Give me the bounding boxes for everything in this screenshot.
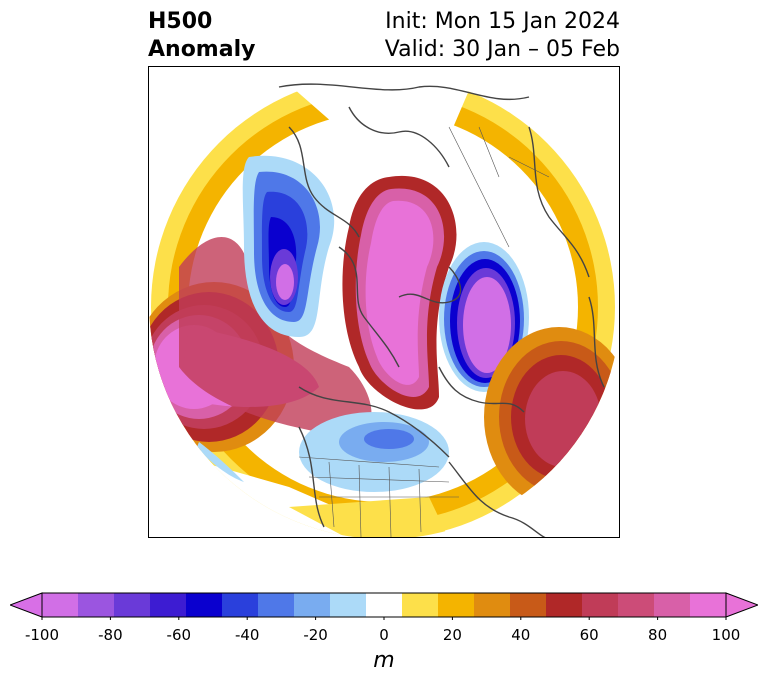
colorbar-segment <box>618 593 655 617</box>
init-time: Init: Mon 15 Jan 2024 <box>385 9 620 34</box>
colorbar <box>10 592 758 620</box>
field-name: Anomaly <box>148 37 256 62</box>
country-borders <box>298 126 550 537</box>
colorbar-segment <box>402 593 439 617</box>
valid-time: Valid: 30 Jan – 05 Feb <box>384 37 620 62</box>
anomaly-map-svg <box>149 67 619 537</box>
anomaly-fill <box>149 67 619 537</box>
colorbar-segment <box>474 593 511 617</box>
anomaly-map <box>148 66 620 538</box>
colorbar-tick-label: 20 <box>442 626 462 644</box>
colorbar-segment <box>438 593 475 617</box>
colorbar-segment <box>294 593 331 617</box>
colorbar-segment <box>186 593 223 617</box>
plot-title-right: Init: Mon 15 Jan 2024 Valid: 30 Jan – 05… <box>300 8 620 64</box>
colorbar-segment <box>258 593 295 617</box>
colorbar-tick-label: 0 <box>379 626 389 644</box>
colorbar-segment <box>546 593 583 617</box>
colorbar-segment <box>222 593 259 617</box>
colorbar-unit-label: m <box>373 648 395 673</box>
colorbar-tick-label: 60 <box>579 626 599 644</box>
colorbar-tick-label: -40 <box>234 626 260 644</box>
colorbar-over-arrow <box>725 592 758 618</box>
plot-title-left: H500 Anomaly <box>148 8 255 64</box>
colorbar-segment <box>330 593 367 617</box>
variable-name: H500 <box>148 9 213 34</box>
colorbar-segment <box>366 593 403 617</box>
colorbar-segment <box>582 593 619 617</box>
colorbar-segment <box>150 593 187 617</box>
colorbar-tick-label: -20 <box>303 626 328 644</box>
colorbar-tick-label: -60 <box>166 626 192 644</box>
colorbar-segment <box>654 593 691 617</box>
colorbar-segment <box>78 593 115 617</box>
colorbar-tick-label: 40 <box>511 626 531 644</box>
colorbar-tick-label: 80 <box>648 626 668 644</box>
colorbar-tick-label: -100 <box>24 626 60 644</box>
colorbar-tick-label: 100 <box>711 626 741 644</box>
colorbar-under-arrow <box>10 592 43 618</box>
colorbar-segment <box>114 593 151 617</box>
colorbar-tick-label: -80 <box>98 626 123 644</box>
colorbar-segment <box>42 593 79 617</box>
coastlines <box>278 83 605 537</box>
colorbar-segment <box>690 593 727 617</box>
colorbar-segments <box>42 593 727 617</box>
colorbar-segment <box>510 593 547 617</box>
